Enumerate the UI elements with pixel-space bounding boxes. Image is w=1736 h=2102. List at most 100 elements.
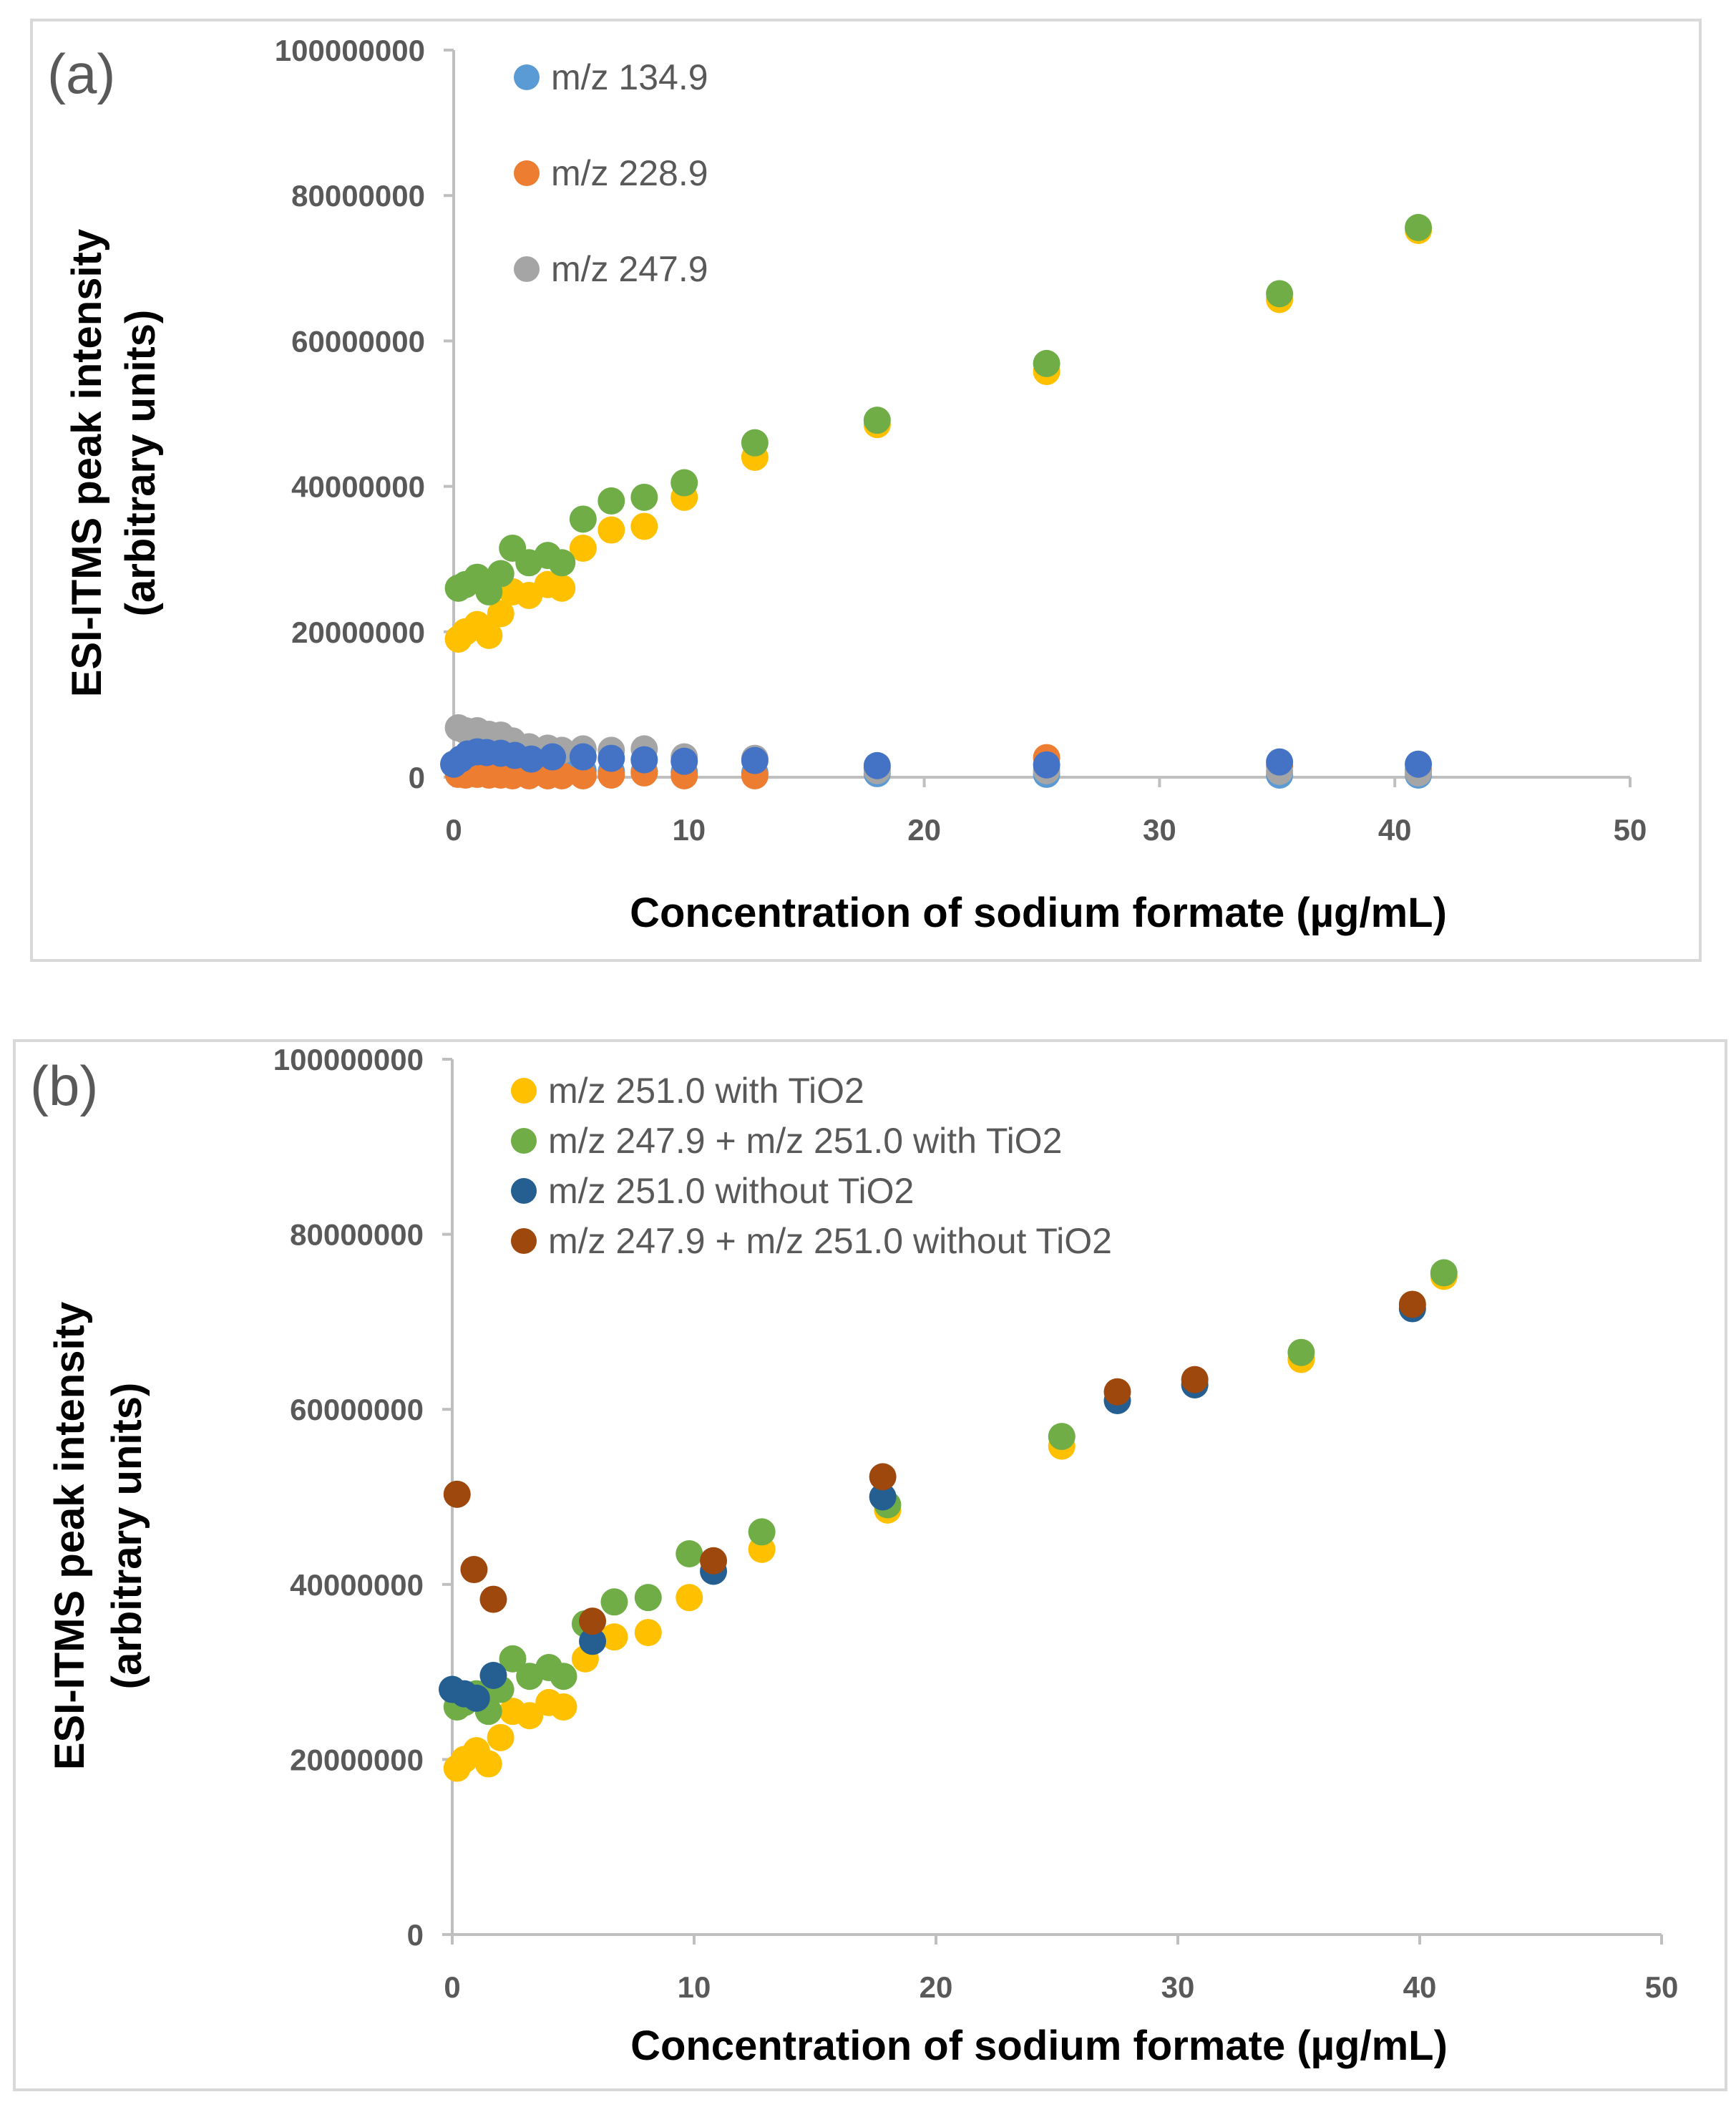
x-tick-label: 50 xyxy=(1645,1970,1679,2004)
data-point-m-z-247-9-m-z-251-0-with-tio2 xyxy=(748,1518,776,1546)
y-tick-label: 100000000 xyxy=(273,1043,424,1076)
panel-label-b: (b) xyxy=(30,1054,98,1117)
data-point-m-z-247-9-m-z-251-0-without-tio2 xyxy=(1103,1378,1131,1406)
data-point-m-z-251-0-with-tio2 xyxy=(487,1723,515,1751)
data-point-m-z-251-0-with-tio2 xyxy=(676,1584,703,1612)
data-point-m-z-247-9-m-z-251-0-with-tio2 xyxy=(630,483,658,511)
y-tick-label: 0 xyxy=(409,761,425,794)
data-point-m-z-247-9-m-z-251-0-with-tio2 xyxy=(548,549,576,577)
data-point-m-z-251-0-without-tio2 xyxy=(1033,751,1060,779)
data-point-m-z-247-9-m-z-251-0-with-tio2 xyxy=(487,560,515,588)
x-tick-label: 20 xyxy=(920,1970,953,2004)
data-point-m-z-251-0-with-tio2 xyxy=(569,534,597,562)
data-point-m-z-247-9-m-z-251-0-without-tio2 xyxy=(460,1556,488,1584)
y-tick-label: 20000000 xyxy=(291,615,425,649)
legend-label: m/z 251.0 with TiO2 xyxy=(548,1071,864,1111)
chart-a-points xyxy=(440,213,1433,789)
legend-marker xyxy=(511,1228,537,1254)
x-tick-label: 30 xyxy=(1161,1970,1195,2004)
data-point-m-z-247-9-m-z-251-0-with-tio2 xyxy=(569,505,597,533)
data-point-m-z-251-0-with-tio2 xyxy=(475,621,503,649)
x-tick-label: 20 xyxy=(907,813,941,847)
legend-marker xyxy=(514,160,540,186)
y-axis-title-a-line2: (arbitrary units) xyxy=(117,310,164,617)
legend-marker xyxy=(511,1078,537,1104)
data-point-m-z-247-9-m-z-251-0-with-tio2 xyxy=(1430,1259,1458,1287)
data-point-m-z-251-0-with-tio2 xyxy=(634,1619,662,1647)
data-point-m-z-247-9-m-z-251-0-without-tio2 xyxy=(700,1547,728,1575)
legend-label: m/z 228.9 xyxy=(551,153,708,193)
data-point-m-z-247-9-m-z-251-0-with-tio2 xyxy=(863,407,891,434)
data-point-m-z-251-0-with-tio2 xyxy=(600,1623,628,1651)
y-tick-label: 60000000 xyxy=(291,324,425,358)
y-axis-title-b-line1: ESI-ITMS peak intensity xyxy=(47,1302,93,1770)
data-point-m-z-247-9-m-z-251-0-without-tio2 xyxy=(869,1463,897,1491)
data-point-m-z-247-9-m-z-251-0-with-tio2 xyxy=(741,429,769,457)
data-point-m-z-251-0-without-tio2 xyxy=(579,1627,607,1655)
data-point-m-z-251-0-without-tio2 xyxy=(670,747,698,775)
y-tick-label: 0 xyxy=(407,1918,424,1952)
data-point-m-z-247-9-m-z-251-0-with-tio2 xyxy=(1287,1338,1315,1366)
legend-marker xyxy=(511,1128,537,1154)
data-point-m-z-228-9 xyxy=(569,762,597,789)
data-point-m-z-247-9-m-z-251-0-without-tio2 xyxy=(479,1585,507,1613)
data-point-m-z-247-9-m-z-251-0-with-tio2 xyxy=(598,487,625,515)
data-point-m-z-247-9-m-z-251-0-without-tio2 xyxy=(1181,1366,1209,1393)
data-point-m-z-251-0-without-tio2 xyxy=(1266,748,1294,776)
data-point-m-z-247-9-m-z-251-0-with-tio2 xyxy=(1266,280,1294,308)
data-point-m-z-247-9-m-z-251-0-without-tio2 xyxy=(443,1480,471,1508)
data-point-m-z-251-0-without-tio2 xyxy=(598,744,625,772)
chart-panel-b: (b) 0 20000000 40000000 60000000 80000000 100… xyxy=(13,1039,1727,2091)
data-point-m-z-251-0-without-tio2 xyxy=(569,743,597,771)
chart-panel-a: (a) 0 20000000 40000000 60000000 80000000 100… xyxy=(30,19,1702,962)
chart-b-points xyxy=(439,1259,1458,1782)
x-tick-label: 40 xyxy=(1378,813,1412,847)
data-point-m-z-251-0-with-tio2 xyxy=(598,516,625,544)
data-point-m-z-251-0-with-tio2 xyxy=(487,600,515,628)
data-point-m-z-251-0-without-tio2 xyxy=(741,746,769,774)
data-point-m-z-251-0-without-tio2 xyxy=(630,746,658,774)
y-axis-title-a-line1: ESI-ITMS peak intensity xyxy=(64,229,110,697)
legend-marker xyxy=(514,256,540,282)
y-tick-label: 40000000 xyxy=(291,470,425,504)
data-point-m-z-247-9-m-z-251-0-without-tio2 xyxy=(579,1607,607,1635)
chart-a-legend: m/z 134.9 m/z 228.9 m/z 247.9 xyxy=(514,57,708,289)
data-point-m-z-251-0-without-tio2 xyxy=(517,745,545,773)
data-point-m-z-251-0-without-tio2 xyxy=(1405,750,1433,778)
data-point-m-z-251-0-with-tio2 xyxy=(630,512,658,540)
data-point-m-z-251-0-with-tio2 xyxy=(516,1702,544,1730)
data-point-m-z-247-9-m-z-251-0-with-tio2 xyxy=(499,1645,527,1673)
y-tick-label: 60000000 xyxy=(290,1393,424,1426)
legend-label: m/z 247.9 + m/z 251.0 with TiO2 xyxy=(548,1121,1062,1161)
x-tick-label: 0 xyxy=(445,813,462,847)
data-point-m-z-251-0-without-tio2 xyxy=(869,1483,897,1511)
x-tick-label: 10 xyxy=(678,1970,711,2004)
x-axis-title-b: Concentration of sodium formate (µg/mL) xyxy=(630,2023,1448,2069)
data-point-m-z-251-0-without-tio2 xyxy=(539,743,567,771)
x-tick-label: 10 xyxy=(672,813,706,847)
data-point-m-z-247-9-m-z-251-0-with-tio2 xyxy=(550,1663,577,1690)
data-point-m-z-247-9-m-z-251-0-with-tio2 xyxy=(676,1539,703,1567)
y-axis-title-b-line2: (arbitrary units) xyxy=(104,1383,150,1690)
legend-label: m/z 247.9 xyxy=(551,249,708,289)
x-axis-title-a: Concentration of sodium formate (µg/mL) xyxy=(630,890,1447,936)
data-point-m-z-247-9-m-z-251-0-with-tio2 xyxy=(1033,349,1060,377)
chart-a-svg: (a) 020000000400000006000000080000000100… xyxy=(47,34,1647,936)
data-point-m-z-247-9-m-z-251-0-without-tio2 xyxy=(1398,1290,1426,1318)
chart-a-ticks: 0 20000000 40000000 60000000 80000000 1000000… xyxy=(275,34,1647,847)
data-point-m-z-251-0-with-tio2 xyxy=(548,574,576,602)
data-point-m-z-251-0-with-tio2 xyxy=(550,1693,577,1721)
data-point-m-z-251-0-without-tio2 xyxy=(479,1661,507,1689)
legend-marker xyxy=(511,1178,537,1204)
y-tick-label: 40000000 xyxy=(290,1568,424,1602)
chart-b-svg: (b) 020000000400000006000000080000000100… xyxy=(30,1043,1679,2069)
legend-label: m/z 247.9 + m/z 251.0 without TiO2 xyxy=(548,1221,1112,1261)
x-tick-label: 0 xyxy=(444,1970,460,2004)
data-point-m-z-247-9-m-z-251-0-with-tio2 xyxy=(1048,1423,1076,1451)
data-point-m-z-247-9-m-z-251-0-with-tio2 xyxy=(1405,213,1433,241)
data-point-m-z-247-9-m-z-251-0-with-tio2 xyxy=(670,469,698,497)
x-tick-label: 30 xyxy=(1143,813,1176,847)
chart-b-ticks: 0 20000000 40000000 60000000 80000000 1000000… xyxy=(273,1043,1679,2004)
x-tick-label: 50 xyxy=(1614,813,1647,847)
data-point-m-z-247-9-m-z-251-0-with-tio2 xyxy=(634,1584,662,1612)
